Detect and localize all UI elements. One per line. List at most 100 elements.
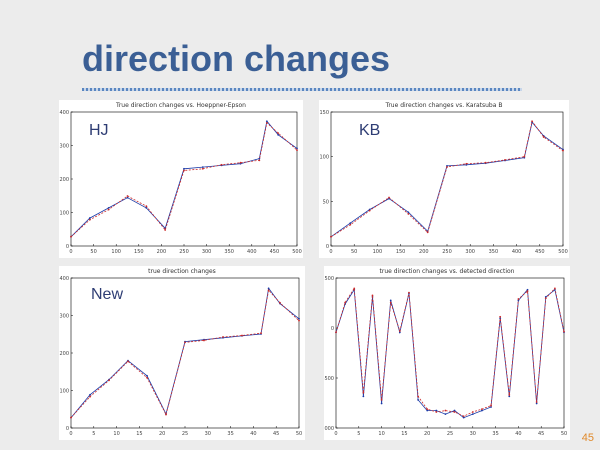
data-point [126, 195, 129, 197]
data-point [499, 315, 502, 318]
data-point [426, 231, 429, 234]
y-tick-label: 0 [331, 326, 334, 332]
series-line [70, 287, 300, 418]
data-point [277, 133, 280, 136]
data-point [362, 391, 365, 394]
x-tick-label: 350 [224, 249, 234, 255]
y-tick-label: 400 [59, 276, 69, 282]
data-point [517, 298, 520, 300]
data-point [344, 301, 347, 304]
data-point [241, 334, 243, 337]
x-tick-label: 300 [465, 249, 475, 255]
slide-title: direction changes [82, 38, 391, 79]
data-point [389, 301, 392, 304]
x-tick-label: 350 [489, 249, 499, 255]
data-point [298, 319, 300, 322]
x-tick-label: 40 [515, 431, 521, 437]
x-tick-label: 0 [69, 249, 72, 255]
data-point [471, 413, 474, 416]
data-point [368, 209, 371, 212]
data-point [531, 120, 533, 123]
plot-panel-new: true direction changes 0 100 200 300 400 0 5 10… [59, 266, 305, 440]
x-tick-label: 150 [396, 249, 406, 255]
x-tick-label: 200 [157, 249, 167, 255]
plot-title: True direction changes vs. Hoeppner-Epso… [116, 102, 246, 109]
x-tick-label: 10 [113, 431, 119, 437]
x-tick-label: 20 [424, 431, 430, 437]
x-tick-label: 250 [179, 249, 189, 255]
data-point [490, 406, 492, 408]
x-tick-label: 400 [512, 249, 522, 255]
data-point [265, 120, 268, 123]
y-tick-label: 500 [324, 276, 334, 282]
data-point [89, 395, 91, 398]
x-tick-label: 45 [273, 431, 279, 437]
chart-new: 0 100 200 300 400 0 5 10 15 20 25 30 35 40 45 50 [59, 276, 302, 437]
x-tick-label: 25 [447, 431, 453, 437]
x-tick-label: 10 [378, 431, 384, 437]
x-tick-label: 200 [419, 249, 429, 255]
data-point [88, 218, 91, 221]
data-point [553, 287, 556, 290]
x-tick-label: 100 [111, 249, 121, 255]
y-tick-label: 150 [319, 110, 329, 116]
x-tick-label: 50 [296, 431, 302, 437]
panel-label-hj: HJ [89, 122, 109, 139]
data-point [265, 122, 268, 124]
panel-label-kb: KB [359, 122, 381, 139]
data-point [70, 416, 72, 419]
y-tick-label: 300 [59, 314, 69, 320]
data-point [88, 217, 91, 219]
data-point [89, 393, 91, 396]
data-point [389, 299, 392, 302]
x-tick-label: 0 [334, 431, 337, 437]
x-tick-label: 100 [373, 249, 383, 255]
data-point [107, 208, 110, 211]
data-point [380, 402, 383, 405]
data-point [435, 411, 438, 413]
data-point [462, 415, 465, 418]
x-tick-label: 35 [227, 431, 233, 437]
data-point [444, 413, 447, 416]
x-tick-label: 150 [134, 249, 144, 255]
y-tick-label: 0 [326, 244, 329, 250]
data-point [108, 379, 110, 382]
y-tick-label: 300 [59, 144, 69, 150]
data-point [526, 290, 529, 293]
data-point [165, 413, 167, 416]
series-line [70, 120, 298, 238]
data-point [563, 330, 565, 333]
x-tick-label: 500 [292, 249, 302, 255]
data-point [453, 409, 456, 412]
data-point [535, 402, 538, 405]
data-point [417, 395, 419, 398]
data-point [279, 301, 281, 304]
data-point [523, 155, 526, 158]
data-point [222, 336, 224, 338]
data-point [417, 398, 419, 401]
data-point [407, 211, 410, 214]
x-tick-label: 0 [69, 431, 72, 437]
y-tick-label: 0 [66, 426, 69, 432]
y-tick-label: 0 [66, 244, 69, 250]
data-point [453, 411, 456, 413]
x-tick-label: 50 [90, 249, 96, 255]
data-point [504, 159, 506, 161]
x-tick-label: 450 [270, 249, 280, 255]
data-point [184, 341, 186, 344]
x-tick-label: 45 [538, 431, 544, 437]
data-point [349, 222, 352, 225]
data-point [526, 288, 529, 291]
x-tick-label: 300 [202, 249, 212, 255]
x-tick-label: 250 [442, 249, 452, 255]
series-line [330, 120, 564, 238]
data-point [183, 167, 185, 170]
data-point [407, 212, 410, 215]
data-point [371, 294, 374, 297]
data-point [267, 289, 270, 292]
series-line [335, 288, 565, 419]
data-point [435, 409, 438, 412]
x-tick-label: 25 [182, 431, 188, 437]
data-point [542, 136, 545, 138]
x-tick-label: 5 [357, 431, 360, 437]
